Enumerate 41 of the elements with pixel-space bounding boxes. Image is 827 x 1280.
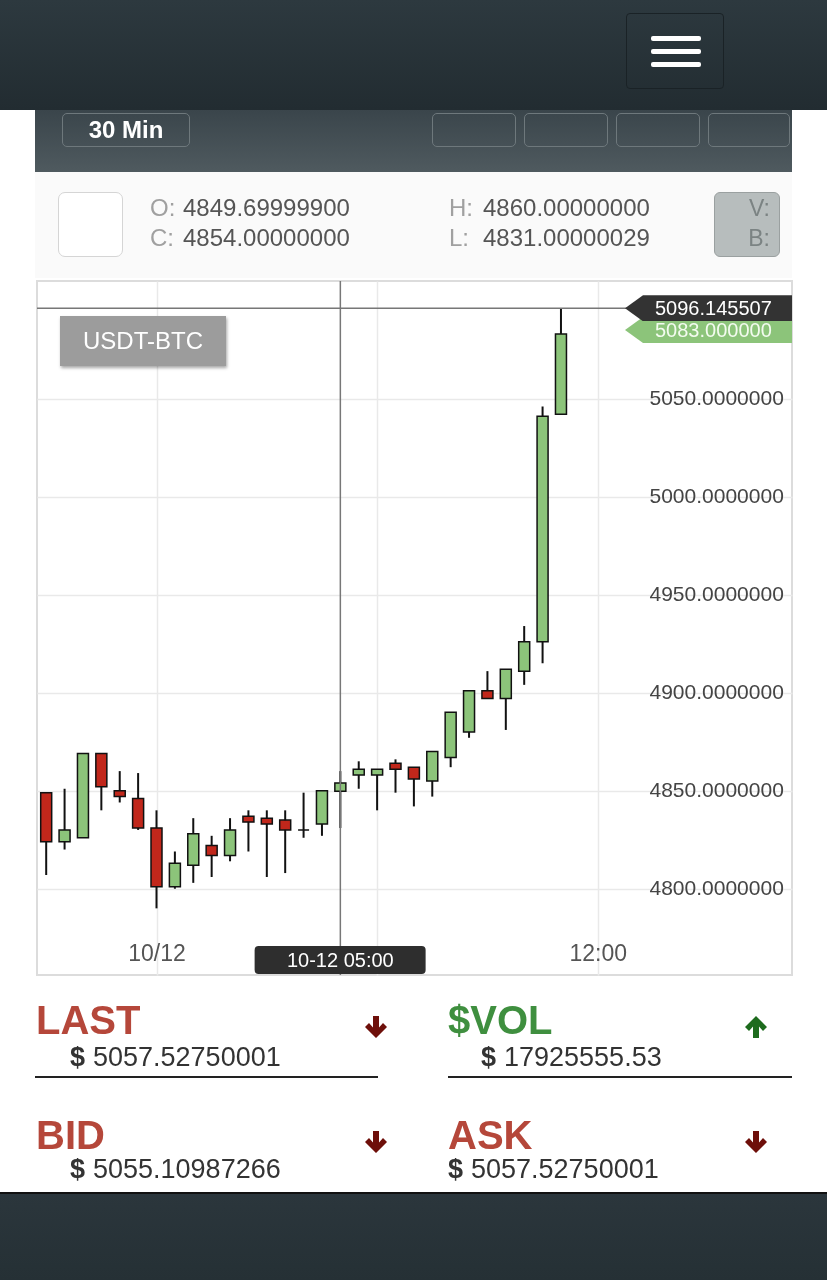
button: 30 Min: [62, 113, 190, 147]
text: L: 4831.00000029: [449, 224, 650, 251]
candlestick: [205, 834, 218, 878]
y-tick-label: 4900.0000000: [649, 680, 784, 704]
candlestick: [389, 758, 402, 794]
text: $ 5057.52750001: [70, 1042, 281, 1072]
y-tick-label: 5000.0000000: [649, 484, 784, 508]
text: $ 17925555.53: [481, 1042, 662, 1072]
annotation: 5083.000000: [625, 317, 792, 343]
text: $ 5055.10987266: [70, 1154, 281, 1184]
x-tick-label: 10/12: [128, 939, 186, 966]
candlestick: [242, 809, 255, 853]
text: O: 4849.69999900: [150, 194, 350, 221]
candlestick: [297, 791, 310, 839]
candlestick: [58, 787, 71, 851]
y-tick-label: 5050.0000000: [649, 386, 784, 410]
text: V:: [749, 195, 770, 221]
candlestick: [407, 766, 421, 808]
text: $ 5057.52750001: [448, 1154, 659, 1184]
ref-line-label: 10-12 05:00: [254, 946, 426, 974]
text: C: 4854.00000000: [150, 224, 350, 251]
candlestick: [334, 770, 347, 829]
text: B:: [748, 225, 770, 251]
text: $VOL: [448, 998, 553, 1042]
candlestick: [168, 850, 182, 890]
text: LAST: [36, 998, 141, 1042]
text: H: 4860.00000000: [449, 194, 650, 221]
ref-line-label: 5096.145507: [625, 295, 792, 322]
x-tick-label: 12:00: [569, 939, 628, 966]
y-tick-label: 4950.0000000: [649, 582, 784, 606]
candlestick: [352, 760, 365, 790]
text: BID: [36, 1113, 105, 1157]
candlestick: [370, 768, 384, 812]
y-tick-label: 4800.0000000: [649, 876, 784, 900]
candlestick: [278, 809, 292, 875]
y-tick-label: 4850.0000000: [649, 778, 784, 802]
text: ASK: [448, 1113, 533, 1157]
text: USDT-BTC: [60, 316, 226, 366]
candlestick: [113, 770, 126, 804]
candlestick: [481, 670, 494, 700]
candlestick: [260, 809, 274, 878]
